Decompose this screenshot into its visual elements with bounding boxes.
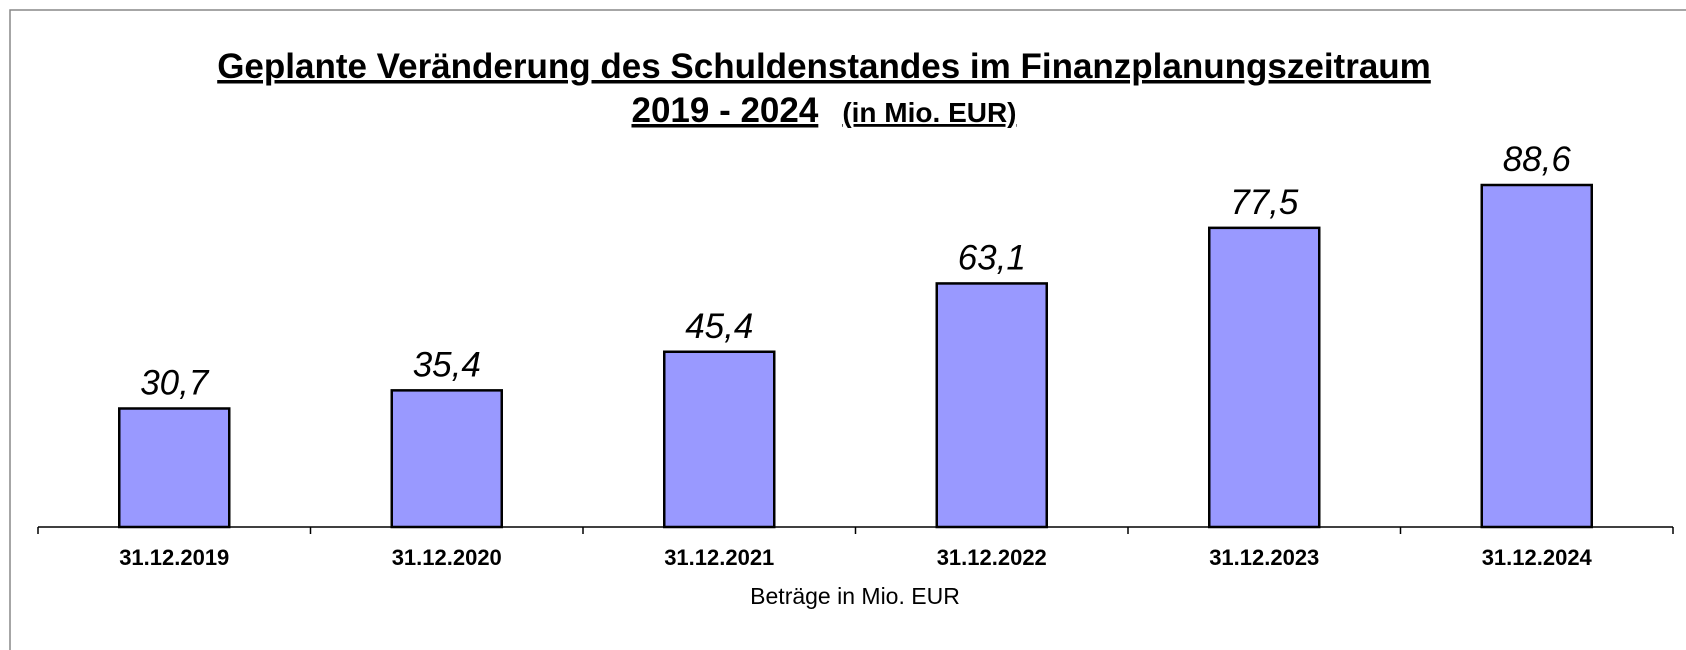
x-tick-label: 31.12.2019 (119, 545, 229, 570)
x-tick-label: 31.12.2022 (937, 545, 1047, 570)
bar (118, 407, 231, 529)
x-tick-label: 31.12.2023 (1209, 545, 1319, 570)
bar (935, 282, 1048, 529)
value-label: 63,1 (958, 238, 1026, 277)
chart-title: Geplante Veränderung des Schuldenstandes… (217, 47, 1431, 86)
value-label: 45,4 (685, 307, 753, 346)
bar (1208, 226, 1321, 529)
subtitle-note: (in Mio. EUR) (842, 97, 1016, 128)
x-tick-label: 31.12.2021 (664, 545, 774, 570)
chart-subtitle: 2019 - 2024 (in Mio. EUR) (631, 91, 1016, 130)
value-label: 35,4 (413, 345, 481, 384)
value-label: 30,7 (140, 363, 210, 402)
bar (1480, 183, 1593, 529)
bar (663, 350, 776, 529)
x-tick-label: 31.12.2024 (1482, 545, 1593, 570)
bar (390, 389, 503, 529)
x-tick-label: 31.12.2020 (392, 545, 502, 570)
value-label: 88,6 (1503, 140, 1572, 179)
value-label: 77,5 (1230, 183, 1299, 222)
chart-frame (9, 9, 1686, 650)
subtitle-years: 2019 - 2024 (631, 91, 818, 130)
x-axis-label: Beträge in Mio. EUR (750, 583, 960, 609)
